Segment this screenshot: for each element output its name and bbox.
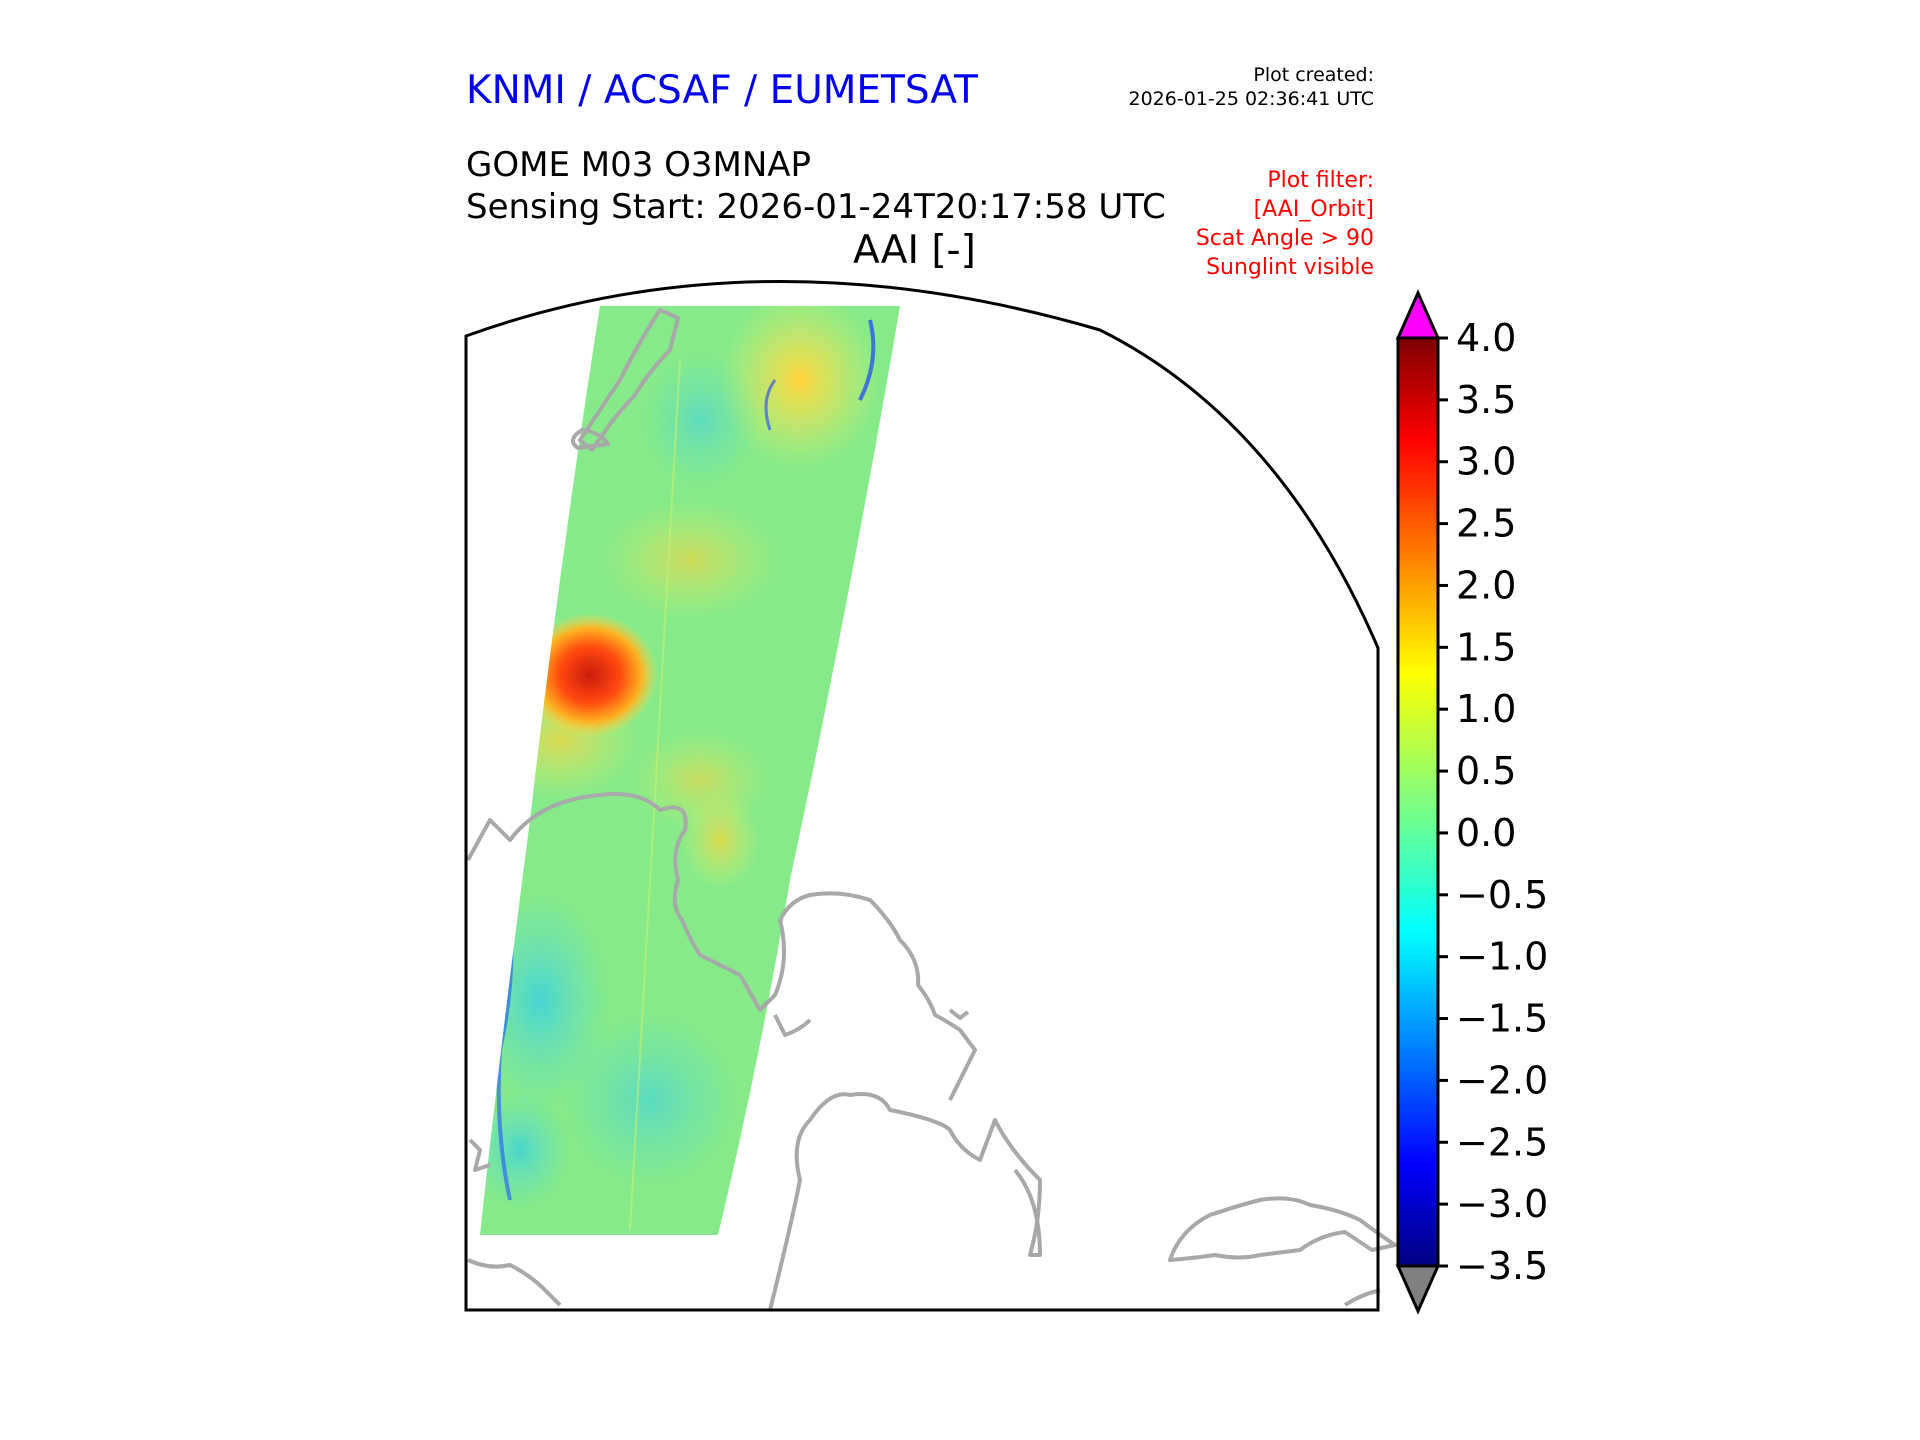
- colorbar-gradient: [1398, 338, 1438, 1266]
- colorbar-tick-label: 3.5: [1456, 378, 1516, 422]
- colorbar-tick-label: 1.0: [1456, 687, 1516, 731]
- colorbar: 4.0 3.5 3.0 2.5 2.0 1.5 1.0 0.5 0.0 −0.5 −1.0 −1.5 −…: [1395, 289, 1548, 1315]
- colorbar-tick-label: −1.0: [1456, 935, 1548, 979]
- colorbar-tick-label: 0.5: [1456, 749, 1516, 793]
- plot-filter-name: [AAI_Orbit]: [1253, 197, 1374, 222]
- colorbar-tick-label: −1.5: [1456, 997, 1548, 1041]
- colorbar-tick-label: −2.5: [1456, 1120, 1548, 1164]
- plot-filter-label: Plot filter:: [1267, 168, 1374, 193]
- variable-title: AAI [-]: [853, 228, 976, 273]
- product-title: GOME M03 O3MNAP: [466, 145, 812, 185]
- plot-filter-sunglint: Sunglint visible: [1206, 255, 1374, 280]
- colorbar-tick-label: −3.5: [1456, 1244, 1548, 1288]
- colorbar-tick-label: 3.0: [1456, 440, 1516, 484]
- map-frame: [464, 280, 1380, 1312]
- colorbar-tick-label: 2.0: [1456, 563, 1516, 607]
- colorbar-tick-label: 0.0: [1456, 811, 1516, 855]
- organization-title: KNMI / ACSAF / EUMETSAT: [466, 68, 978, 113]
- colorbar-tick-label: −3.0: [1456, 1182, 1548, 1226]
- coastlines: [466, 308, 1397, 1311]
- colorbar-tick-label: −0.5: [1456, 873, 1548, 917]
- colorbar-tick-label: 2.5: [1456, 502, 1516, 546]
- colorbar-tick-label: −2.0: [1456, 1058, 1548, 1102]
- colorbar-over-triangle: [1395, 289, 1441, 340]
- colorbar-under-triangle: [1395, 1264, 1441, 1315]
- sensing-start: Sensing Start: 2026-01-24T20:17:58 UTC: [466, 187, 1166, 227]
- plot-filter-scat-angle: Scat Angle > 90: [1195, 226, 1374, 251]
- plot-created-label: Plot created:: [1253, 64, 1374, 86]
- aai-swath: [480, 306, 900, 1235]
- colorbar-tick-label: 1.5: [1456, 625, 1516, 669]
- plot-created-time: 2026-01-25 02:36:41 UTC: [1128, 88, 1375, 110]
- colorbar-tick-label: 4.0: [1456, 316, 1516, 360]
